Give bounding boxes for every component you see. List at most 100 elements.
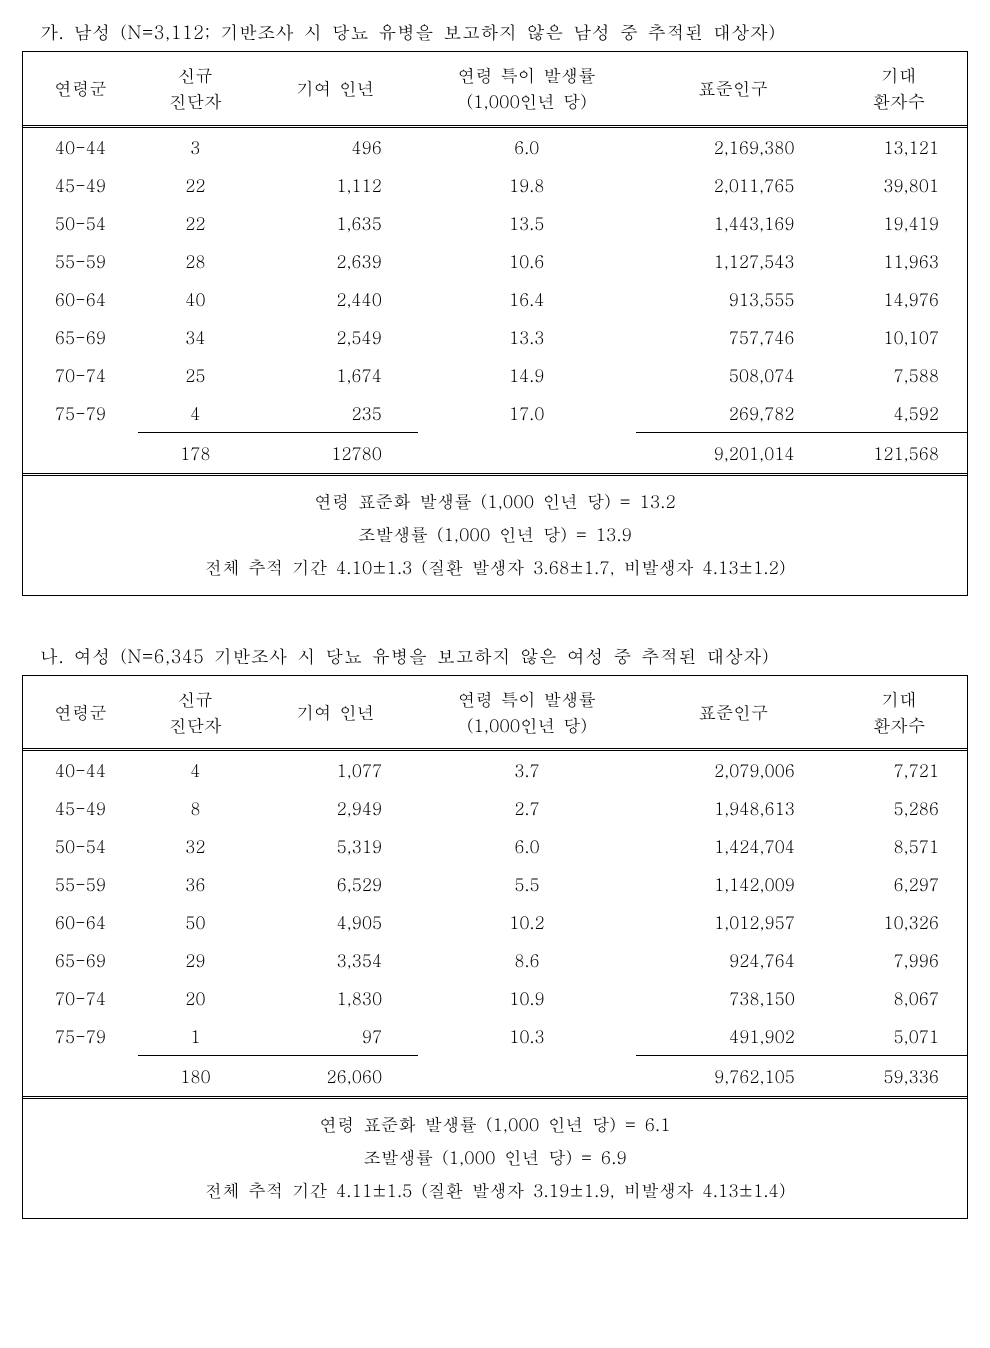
cell: 5,071 <box>831 1017 967 1056</box>
table-row: 55-59282,63910.61,127,54311,963 <box>23 242 967 280</box>
cell: 97 <box>253 1017 418 1056</box>
cell: 5,319 <box>253 827 418 865</box>
cell: 14,976 <box>831 280 967 318</box>
total-cell: 9,762,105 <box>636 1056 831 1097</box>
cell: 8 <box>138 789 253 827</box>
total-cell <box>418 1056 636 1097</box>
cell: 2,549 <box>253 318 418 356</box>
column-header: 표준인구 <box>636 52 831 126</box>
cell: 14.9 <box>418 356 636 394</box>
cell: 1,077 <box>253 751 418 789</box>
cell: 913,555 <box>636 280 831 318</box>
cell: 55-59 <box>23 865 138 903</box>
cell: 32 <box>138 827 253 865</box>
cell: 1,424,704 <box>636 827 831 865</box>
column-header: 기대환자수 <box>831 52 967 126</box>
footer-line: 전체 추적 기간 4.10±1.3 (질환 발생자 3.68±1.7, 비발생자… <box>23 550 967 583</box>
cell: 2,949 <box>253 789 418 827</box>
cell: 60-64 <box>23 280 138 318</box>
cell: 45-49 <box>23 789 138 827</box>
cell: 6,529 <box>253 865 418 903</box>
cell: 10.2 <box>418 903 636 941</box>
cell: 13,121 <box>831 128 967 166</box>
cell: 65-69 <box>23 318 138 356</box>
cell: 25 <box>138 356 253 394</box>
cell: 40 <box>138 280 253 318</box>
cell: 2,011,765 <box>636 166 831 204</box>
cell: 36 <box>138 865 253 903</box>
cell: 7,996 <box>831 941 967 979</box>
cell: 40-44 <box>23 128 138 166</box>
column-header: 기여 인년 <box>253 676 418 750</box>
cell: 1,830 <box>253 979 418 1017</box>
cell: 1,948,613 <box>636 789 831 827</box>
total-cell <box>23 1056 138 1097</box>
cell: 6.0 <box>418 827 636 865</box>
cell: 5.5 <box>418 865 636 903</box>
table-wrap: 연령군신규진단자기여 인년연령 특이 발생률(1,000인년 당)표준인구기대환… <box>22 675 968 1220</box>
cell: 2,079,006 <box>636 751 831 789</box>
column-header: 기대환자수 <box>831 676 967 750</box>
cell: 7,588 <box>831 356 967 394</box>
cell: 50-54 <box>23 827 138 865</box>
total-cell: 121,568 <box>831 432 967 473</box>
table-row: 40-4434966.02,169,38013,121 <box>23 128 967 166</box>
cell: 11,963 <box>831 242 967 280</box>
cell: 10,326 <box>831 903 967 941</box>
data-table: 연령군신규진단자기여 인년연령 특이 발생률(1,000인년 당)표준인구기대환… <box>23 52 967 473</box>
cell: 2,639 <box>253 242 418 280</box>
cell: 8,067 <box>831 979 967 1017</box>
cell: 1,635 <box>253 204 418 242</box>
cell: 1,674 <box>253 356 418 394</box>
section: 가. 남성 (N=3,112; 기반조사 시 당뇨 유병을 보고하지 않은 남성… <box>22 20 968 596</box>
table-row: 60-64402,44016.4913,55514,976 <box>23 280 967 318</box>
cell: 5,286 <box>831 789 967 827</box>
cell: 70-74 <box>23 979 138 1017</box>
cell: 75-79 <box>23 394 138 433</box>
total-cell: 59,336 <box>831 1056 967 1097</box>
cell: 4 <box>138 751 253 789</box>
table-row: 65-69342,54913.3757,74610,107 <box>23 318 967 356</box>
cell: 55-59 <box>23 242 138 280</box>
cell: 2,440 <box>253 280 418 318</box>
cell: 70-74 <box>23 356 138 394</box>
total-cell: 9,201,014 <box>636 432 831 473</box>
cell: 924,764 <box>636 941 831 979</box>
table-wrap: 연령군신규진단자기여 인년연령 특이 발생률(1,000인년 당)표준인구기대환… <box>22 51 968 596</box>
total-cell: 26,060 <box>253 1056 418 1097</box>
cell: 1,127,543 <box>636 242 831 280</box>
column-header: 연령군 <box>23 52 138 126</box>
table-row: 75-7919710.3491,9025,071 <box>23 1017 967 1056</box>
cell: 60-64 <box>23 903 138 941</box>
column-header: 신규진단자 <box>138 52 253 126</box>
table-row: 50-54325,3196.01,424,7048,571 <box>23 827 967 865</box>
cell: 13.3 <box>418 318 636 356</box>
cell: 50-54 <box>23 204 138 242</box>
cell: 2.7 <box>418 789 636 827</box>
table-row: 45-49221,11219.82,011,76539,801 <box>23 166 967 204</box>
cell: 4 <box>138 394 253 433</box>
total-cell <box>418 432 636 473</box>
total-cell: 178 <box>138 432 253 473</box>
cell: 3,354 <box>253 941 418 979</box>
cell: 2,169,380 <box>636 128 831 166</box>
cell: 4,592 <box>831 394 967 433</box>
column-header: 신규진단자 <box>138 676 253 750</box>
cell: 34 <box>138 318 253 356</box>
cell: 3.7 <box>418 751 636 789</box>
table-footer: 연령 표준화 발생률 (1,000 인년 당) = 13.2조발생률 (1,00… <box>23 473 967 595</box>
cell: 1,142,009 <box>636 865 831 903</box>
total-cell: 180 <box>138 1056 253 1097</box>
footer-line: 전체 추적 기간 4.11±1.5 (질환 발생자 3.19±1.9, 비발생자… <box>23 1173 967 1206</box>
column-header: 기여 인년 <box>253 52 418 126</box>
cell: 17.0 <box>418 394 636 433</box>
cell: 757,746 <box>636 318 831 356</box>
cell: 1 <box>138 1017 253 1056</box>
cell: 19.8 <box>418 166 636 204</box>
cell: 13.5 <box>418 204 636 242</box>
cell: 269,782 <box>636 394 831 433</box>
cell: 10.6 <box>418 242 636 280</box>
section-title: 나. 여성 (N=6,345 기반조사 시 당뇨 유병을 보고하지 않은 여성 … <box>22 644 968 669</box>
cell: 75-79 <box>23 1017 138 1056</box>
table-row: 60-64504,90510.21,012,95710,326 <box>23 903 967 941</box>
